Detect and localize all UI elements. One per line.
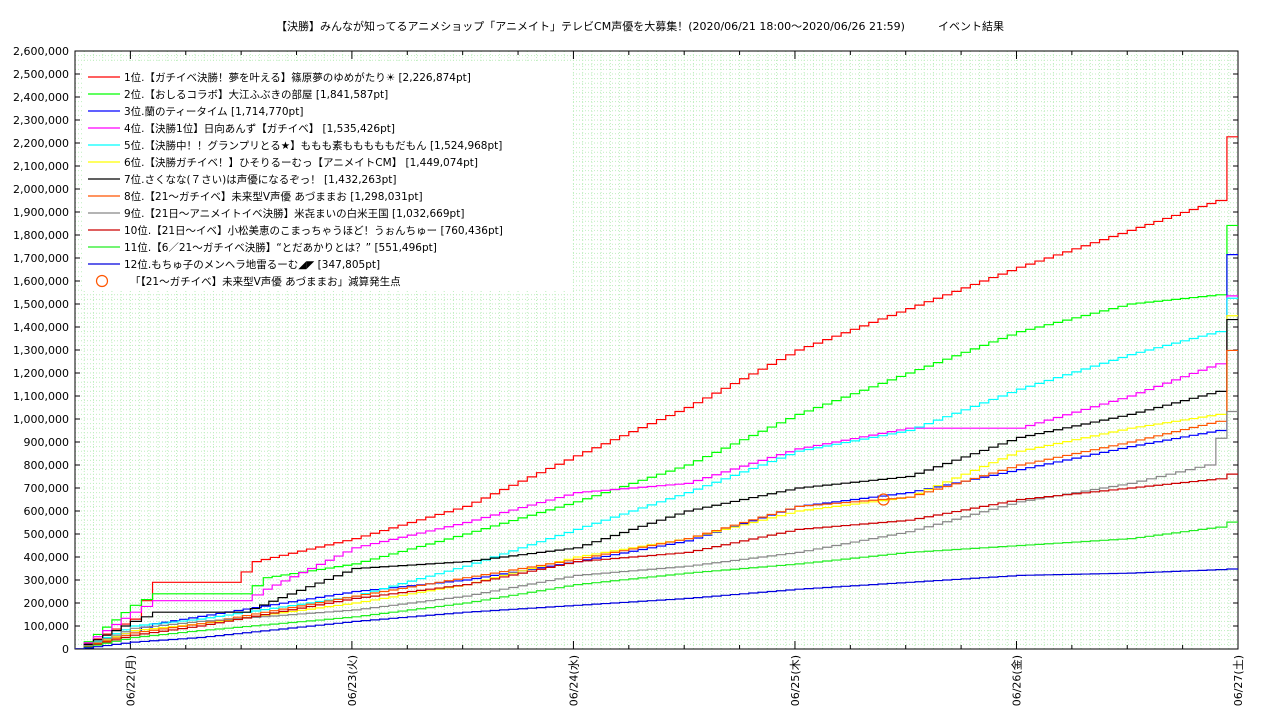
y-tick-label: 0 bbox=[62, 643, 69, 656]
y-tick-label: 2,600,000 bbox=[13, 45, 69, 58]
y-tick-label: 1,400,000 bbox=[13, 321, 69, 334]
x-tick-label: 06/27(土) bbox=[1232, 655, 1245, 706]
legend-label: 8位.【21〜ガチイベ】未来型V声優 あづままお [1,298,031pt] bbox=[124, 190, 423, 203]
legend: 1位.【ガチイベ決勝！夢を叶える】篠原夢のゆめがたり☀ [2,226,874pt… bbox=[82, 63, 572, 291]
y-tick-label: 900,000 bbox=[24, 436, 70, 449]
legend-label: 1位.【ガチイベ決勝！夢を叶える】篠原夢のゆめがたり☀ [2,226,874pt… bbox=[124, 71, 471, 84]
x-axis: 06/22(月) 06/23(火) 06/24(水) 06/25(木) 06/26(金)… bbox=[74, 51, 1245, 706]
y-tick-label: 600,000 bbox=[24, 505, 70, 518]
series-line-11 bbox=[75, 521, 1238, 649]
series-line-1 bbox=[75, 136, 1238, 649]
series-line-6 bbox=[75, 315, 1238, 649]
y-tick-label: 2,300,000 bbox=[13, 114, 69, 127]
y-tick-label: 100,000 bbox=[24, 620, 70, 633]
chart-title: 【決勝】みんなが知ってるアニメショップ「アニメイト」テレビCM声優を大募集！(2… bbox=[276, 20, 1004, 33]
y-tick-label: 1,100,000 bbox=[13, 390, 69, 403]
y-tick-label: 2,000,000 bbox=[13, 183, 69, 196]
legend-label: 10位.【21日〜イベ】小松美恵のこまっちゃうほど！うぉんちゅー [760,43… bbox=[124, 224, 503, 237]
series-line-2 bbox=[75, 224, 1238, 649]
series-line-7 bbox=[75, 318, 1238, 649]
markers-group bbox=[877, 493, 890, 506]
x-tick-label: 06/25(木) bbox=[789, 655, 802, 706]
y-tick-label: 700,000 bbox=[24, 482, 70, 495]
series-line-5 bbox=[75, 297, 1238, 649]
y-tick-label: 1,800,000 bbox=[13, 229, 69, 242]
grid bbox=[74, 50, 1239, 650]
y-tick-label: 1,500,000 bbox=[13, 298, 69, 311]
legend-label: 9位.【21日〜アニメイトイベ決勝】米㐂まいの白米王国 [1,032,669pt… bbox=[124, 207, 464, 220]
x-tick-label: 06/24(水) bbox=[567, 655, 580, 706]
y-tick-label: 1,700,000 bbox=[13, 252, 69, 265]
series-line-3 bbox=[75, 254, 1238, 649]
y-tick-label: 2,400,000 bbox=[13, 91, 69, 104]
y-tick-label: 200,000 bbox=[24, 597, 70, 610]
legend-label: 5位.【決勝中！！グランプリとる★】ももも素もももももだもん [1,524,96… bbox=[124, 139, 502, 152]
legend-label: 3位.蘭のティータイム [1,714,770pt] bbox=[124, 105, 303, 118]
series-line-12 bbox=[75, 568, 1238, 649]
legend-marker-swatch bbox=[95, 274, 109, 288]
y-axis: 0 100,000 200,000 300,000 400,000 500,000 600,… bbox=[13, 45, 1238, 656]
y-tick-label: 1,600,000 bbox=[13, 275, 69, 288]
x-tick-label: 06/23(火) bbox=[346, 655, 359, 706]
y-tick-label: 1,300,000 bbox=[13, 344, 69, 357]
y-tick-label: 500,000 bbox=[24, 528, 70, 541]
y-tick-label: 1,000,000 bbox=[13, 413, 69, 426]
series-line-4 bbox=[75, 295, 1238, 649]
y-tick-label: 300,000 bbox=[24, 574, 70, 587]
series-group bbox=[75, 136, 1238, 649]
legend-label: 2位.【おしるコラボ】大江ふぶきの部屋 [1,841,587pt] bbox=[124, 88, 388, 101]
legend-label: 7位.さくなな(７さい)は声優になるぞっ！ [1,432,263pt] bbox=[124, 173, 396, 186]
deduction-marker bbox=[877, 493, 890, 506]
legend-marker-label: 「【21〜ガチイベ】未来型V声優 あづままお」減算発生点 bbox=[130, 275, 401, 288]
y-tick-label: 1,200,000 bbox=[13, 367, 69, 380]
y-tick-label: 1,900,000 bbox=[13, 206, 69, 219]
y-tick-label: 2,500,000 bbox=[13, 68, 69, 81]
x-tick-label: 06/26(金) bbox=[1009, 655, 1023, 706]
legend-label: 12位.もちゅ子のメンヘラ地雷るーむ◢◤ [347,805pt] bbox=[124, 258, 380, 271]
y-tick-label: 400,000 bbox=[24, 551, 70, 564]
series-line-10 bbox=[75, 473, 1238, 649]
y-tick-label: 800,000 bbox=[24, 459, 70, 472]
series-line-9 bbox=[75, 410, 1238, 649]
legend-label: 11位.【6／21〜ガチイベ決勝】“とだあかりとは？” [551,496pt] bbox=[124, 241, 437, 254]
legend-label: 6位.【決勝ガチイベ！】ひそりるーむっ【アニメイトCM】 [1,449,074p… bbox=[124, 156, 478, 169]
y-tick-label: 2,100,000 bbox=[13, 160, 69, 173]
y-tick-label: 2,200,000 bbox=[13, 137, 69, 150]
x-tick-label: 06/22(月) bbox=[124, 655, 137, 706]
legend-box bbox=[82, 63, 572, 291]
legend-label: 4位.【決勝1位】日向あんず【ガチイベ】 [1,535,426pt] bbox=[124, 122, 395, 135]
series-line-8 bbox=[75, 349, 1238, 649]
